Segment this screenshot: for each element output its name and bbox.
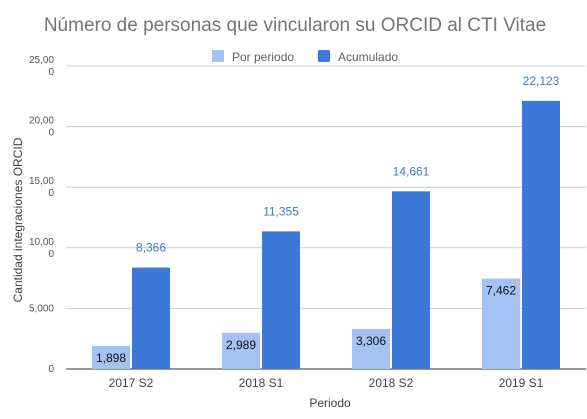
data-label: 3,306 (356, 334, 386, 348)
data-label: 7,462 (486, 284, 516, 298)
x-axis-label: Periodo (309, 396, 351, 410)
legend-label-por-periodo: Por periodo (232, 50, 294, 64)
bar-por-periodo-0 (92, 345, 130, 369)
x-tick-label: 2019 S1 (499, 376, 544, 390)
y-tick-label: 15,00 (29, 176, 54, 187)
y-tick-label: 0 (48, 364, 54, 375)
bars (92, 100, 560, 370)
x-axis-ticks: 2017 S2 2018 S1 2018 S2 2019 S1 (109, 376, 544, 390)
bar-acumulado-2 (392, 191, 430, 369)
y-tick-label-continued: 0 (48, 249, 54, 260)
data-label: 8,366 (136, 241, 166, 255)
legend-label-acumulado: Acumulado (338, 50, 398, 64)
bar-acumulado-0 (132, 267, 170, 369)
y-tick-label-continued: 0 (48, 67, 54, 78)
x-tick-label: 2018 S2 (369, 376, 414, 390)
legend-swatch-por-periodo (212, 50, 224, 62)
y-tick-label-continued: 0 (48, 128, 54, 139)
data-labels: 1,898 8,366 2,989 11,355 3,306 14,661 7,462 22,… (96, 74, 560, 365)
bar-por-periodo-1 (222, 332, 260, 369)
data-label: 11,355 (263, 204, 299, 218)
y-tick-label: 25,00 (29, 55, 54, 66)
y-axis-label: Cantidad integraciones ORCID (11, 137, 25, 302)
chart-title: Número de personas que vincularon su ORC… (44, 15, 546, 36)
data-label: 14,661 (393, 164, 430, 178)
y-tick-label-continued: 0 (48, 188, 54, 199)
x-tick-label: 2018 S1 (239, 376, 284, 390)
legend: Por periodo Acumulado (212, 50, 398, 64)
bar-acumulado-1 (262, 231, 300, 369)
data-label: 2,989 (226, 338, 256, 352)
data-label: 22,123 (523, 74, 560, 88)
data-label: 1,898 (96, 351, 126, 365)
y-tick-label: 5,000 (29, 303, 54, 314)
bar-por-periodo-3 (482, 278, 520, 369)
bar-por-periodo-2 (352, 328, 390, 369)
y-tick-label: 20,00 (29, 116, 54, 127)
y-tick-label: 10,00 (29, 237, 54, 248)
bar-acumulado-3 (522, 100, 560, 370)
x-tick-label: 2017 S2 (109, 376, 154, 390)
legend-swatch-acumulado (318, 50, 330, 62)
